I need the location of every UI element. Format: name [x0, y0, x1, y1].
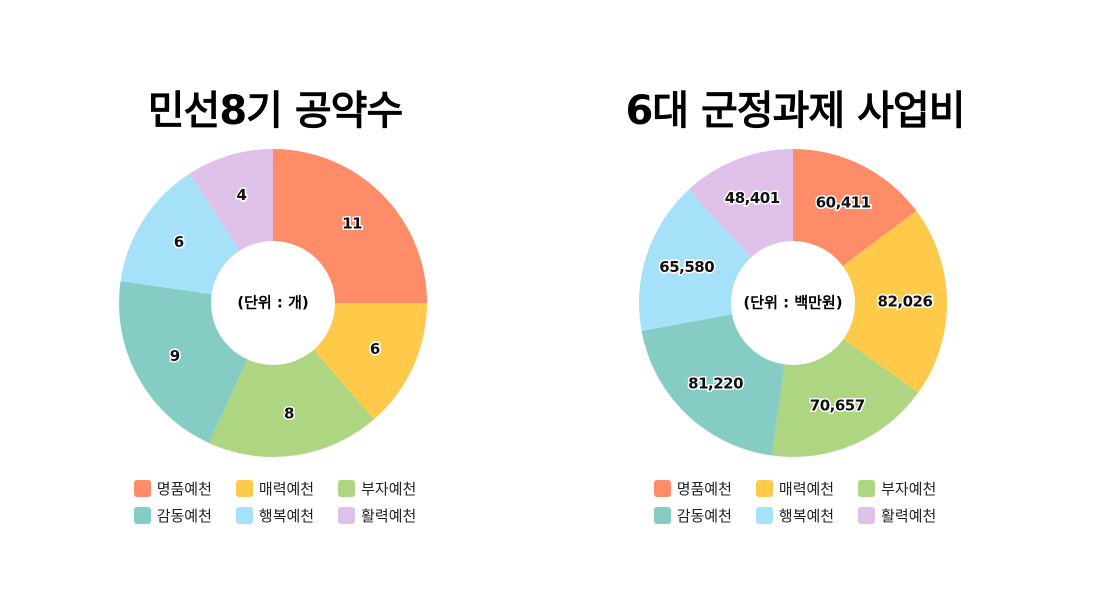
slice-value-label: 48,401: [725, 189, 780, 207]
legend-label: 감동예천: [676, 507, 732, 525]
legend-item: 감동예천: [653, 505, 732, 526]
slice-value-label: 81,220: [688, 374, 743, 392]
slice-value-label: 4: [236, 186, 246, 204]
legend-label: 매력예천: [778, 480, 835, 498]
donut-hole: [731, 241, 855, 365]
legend-label: 부자예천: [881, 480, 937, 498]
donut-chart: (단위 : 백만원) 60,411 82,026 70,657 81,220 65,580…: [639, 149, 947, 457]
legend-label: 행복예천: [778, 507, 835, 525]
legend-label: 매력예천: [258, 480, 315, 498]
legend-item: 명품예천: [653, 478, 732, 499]
legend-label: 행복예천: [258, 507, 315, 525]
legend-item: 부자예천: [858, 478, 936, 499]
legend-label: 명품예천: [676, 480, 732, 498]
legend-swatch: [858, 480, 876, 497]
slice-value-label: 11: [342, 214, 362, 232]
legend-item: 부자예천: [338, 478, 416, 499]
legend-swatch: [653, 480, 671, 497]
legend-item: 매력예천: [235, 478, 315, 499]
slice-value-label: 70,657: [810, 396, 865, 414]
legend-item: 감동예천: [133, 505, 212, 526]
chart-title: 민선8기 공약수: [147, 88, 404, 134]
legend-swatch: [653, 507, 671, 524]
chart-title: 6대 군정과제 사업비: [625, 88, 965, 134]
legend-swatch: [338, 480, 356, 497]
donut-chart: (단위 : 개) 11 6 8 9 6 4: [119, 149, 427, 457]
legend-item: 명품예천: [133, 478, 212, 499]
pie-slice-매력예천: [793, 210, 947, 393]
slice-value-label: 8: [284, 404, 294, 422]
slice-value-label: 9: [170, 347, 180, 365]
legend-swatch: [858, 507, 876, 524]
legend-swatch: [338, 507, 356, 524]
legend-label: 활력예천: [361, 507, 417, 525]
legend-item: 행복예천: [235, 505, 315, 526]
center-unit-label: (단위 : 개): [237, 294, 309, 312]
legend-swatch: [755, 480, 773, 497]
legend-swatch: [235, 480, 253, 497]
legend-label: 감동예천: [156, 507, 212, 525]
chart-panel-budget: 6대 군정과제 사업비 (단위 : 백만원) 60,411 82,026 70,657…: [525, 0, 1065, 616]
slice-value-label: 65,580: [659, 258, 714, 276]
legend-swatch: [235, 507, 253, 524]
legend-item: 활력예천: [858, 505, 936, 526]
center-unit-label: (단위 : 백만원): [743, 294, 842, 312]
slice-value-label: 6: [174, 233, 184, 251]
pie-slice-부자예천: [209, 303, 374, 457]
legend-swatch: [133, 480, 151, 497]
legend-item: 행복예천: [755, 505, 835, 526]
legend-label: 명품예천: [156, 480, 212, 498]
donut-hole: [211, 241, 335, 365]
legend-swatch: [755, 507, 773, 524]
legend-item: 매력예천: [755, 478, 835, 499]
slice-value-label: 60,411: [816, 193, 871, 211]
legend-item: 활력예천: [338, 505, 416, 526]
legend-label: 활력예천: [881, 507, 937, 525]
slice-value-label: 6: [370, 340, 380, 358]
legend-label: 부자예천: [361, 480, 417, 498]
slice-value-label: 82,026: [878, 292, 933, 310]
legend-swatch: [133, 507, 151, 524]
